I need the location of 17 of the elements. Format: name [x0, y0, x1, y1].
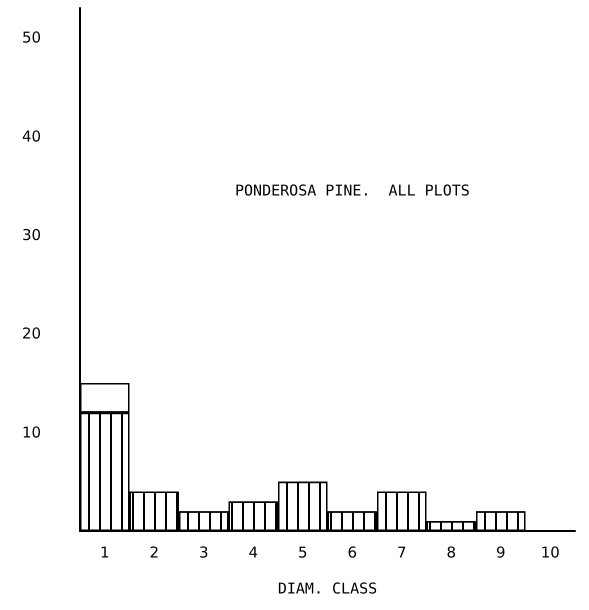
x-tick-label: 10: [540, 544, 560, 562]
x-tick-label: 2: [149, 544, 160, 562]
x-tick-label: 9: [496, 544, 506, 562]
y-tick-label: 30: [22, 226, 42, 244]
y-tick-label: 50: [22, 28, 42, 47]
x-tick-label: 6: [347, 544, 358, 562]
y-tick-label: 40: [22, 127, 42, 146]
x-tick-label: 5: [298, 544, 308, 562]
y-tick-label: 20: [22, 324, 42, 343]
text: PONDEROSA PINE. ALL PLOTS: [235, 182, 470, 200]
x-tick-label: 8: [446, 544, 456, 562]
y-tick-label: 10: [22, 423, 42, 442]
x-axis-title: DIAM. CLASS: [278, 580, 378, 598]
x-tick-label: 3: [198, 544, 209, 562]
x-tick-label: 1: [100, 544, 110, 562]
x-tick-label: 7: [396, 544, 407, 562]
x-tick-label: 4: [248, 544, 258, 562]
